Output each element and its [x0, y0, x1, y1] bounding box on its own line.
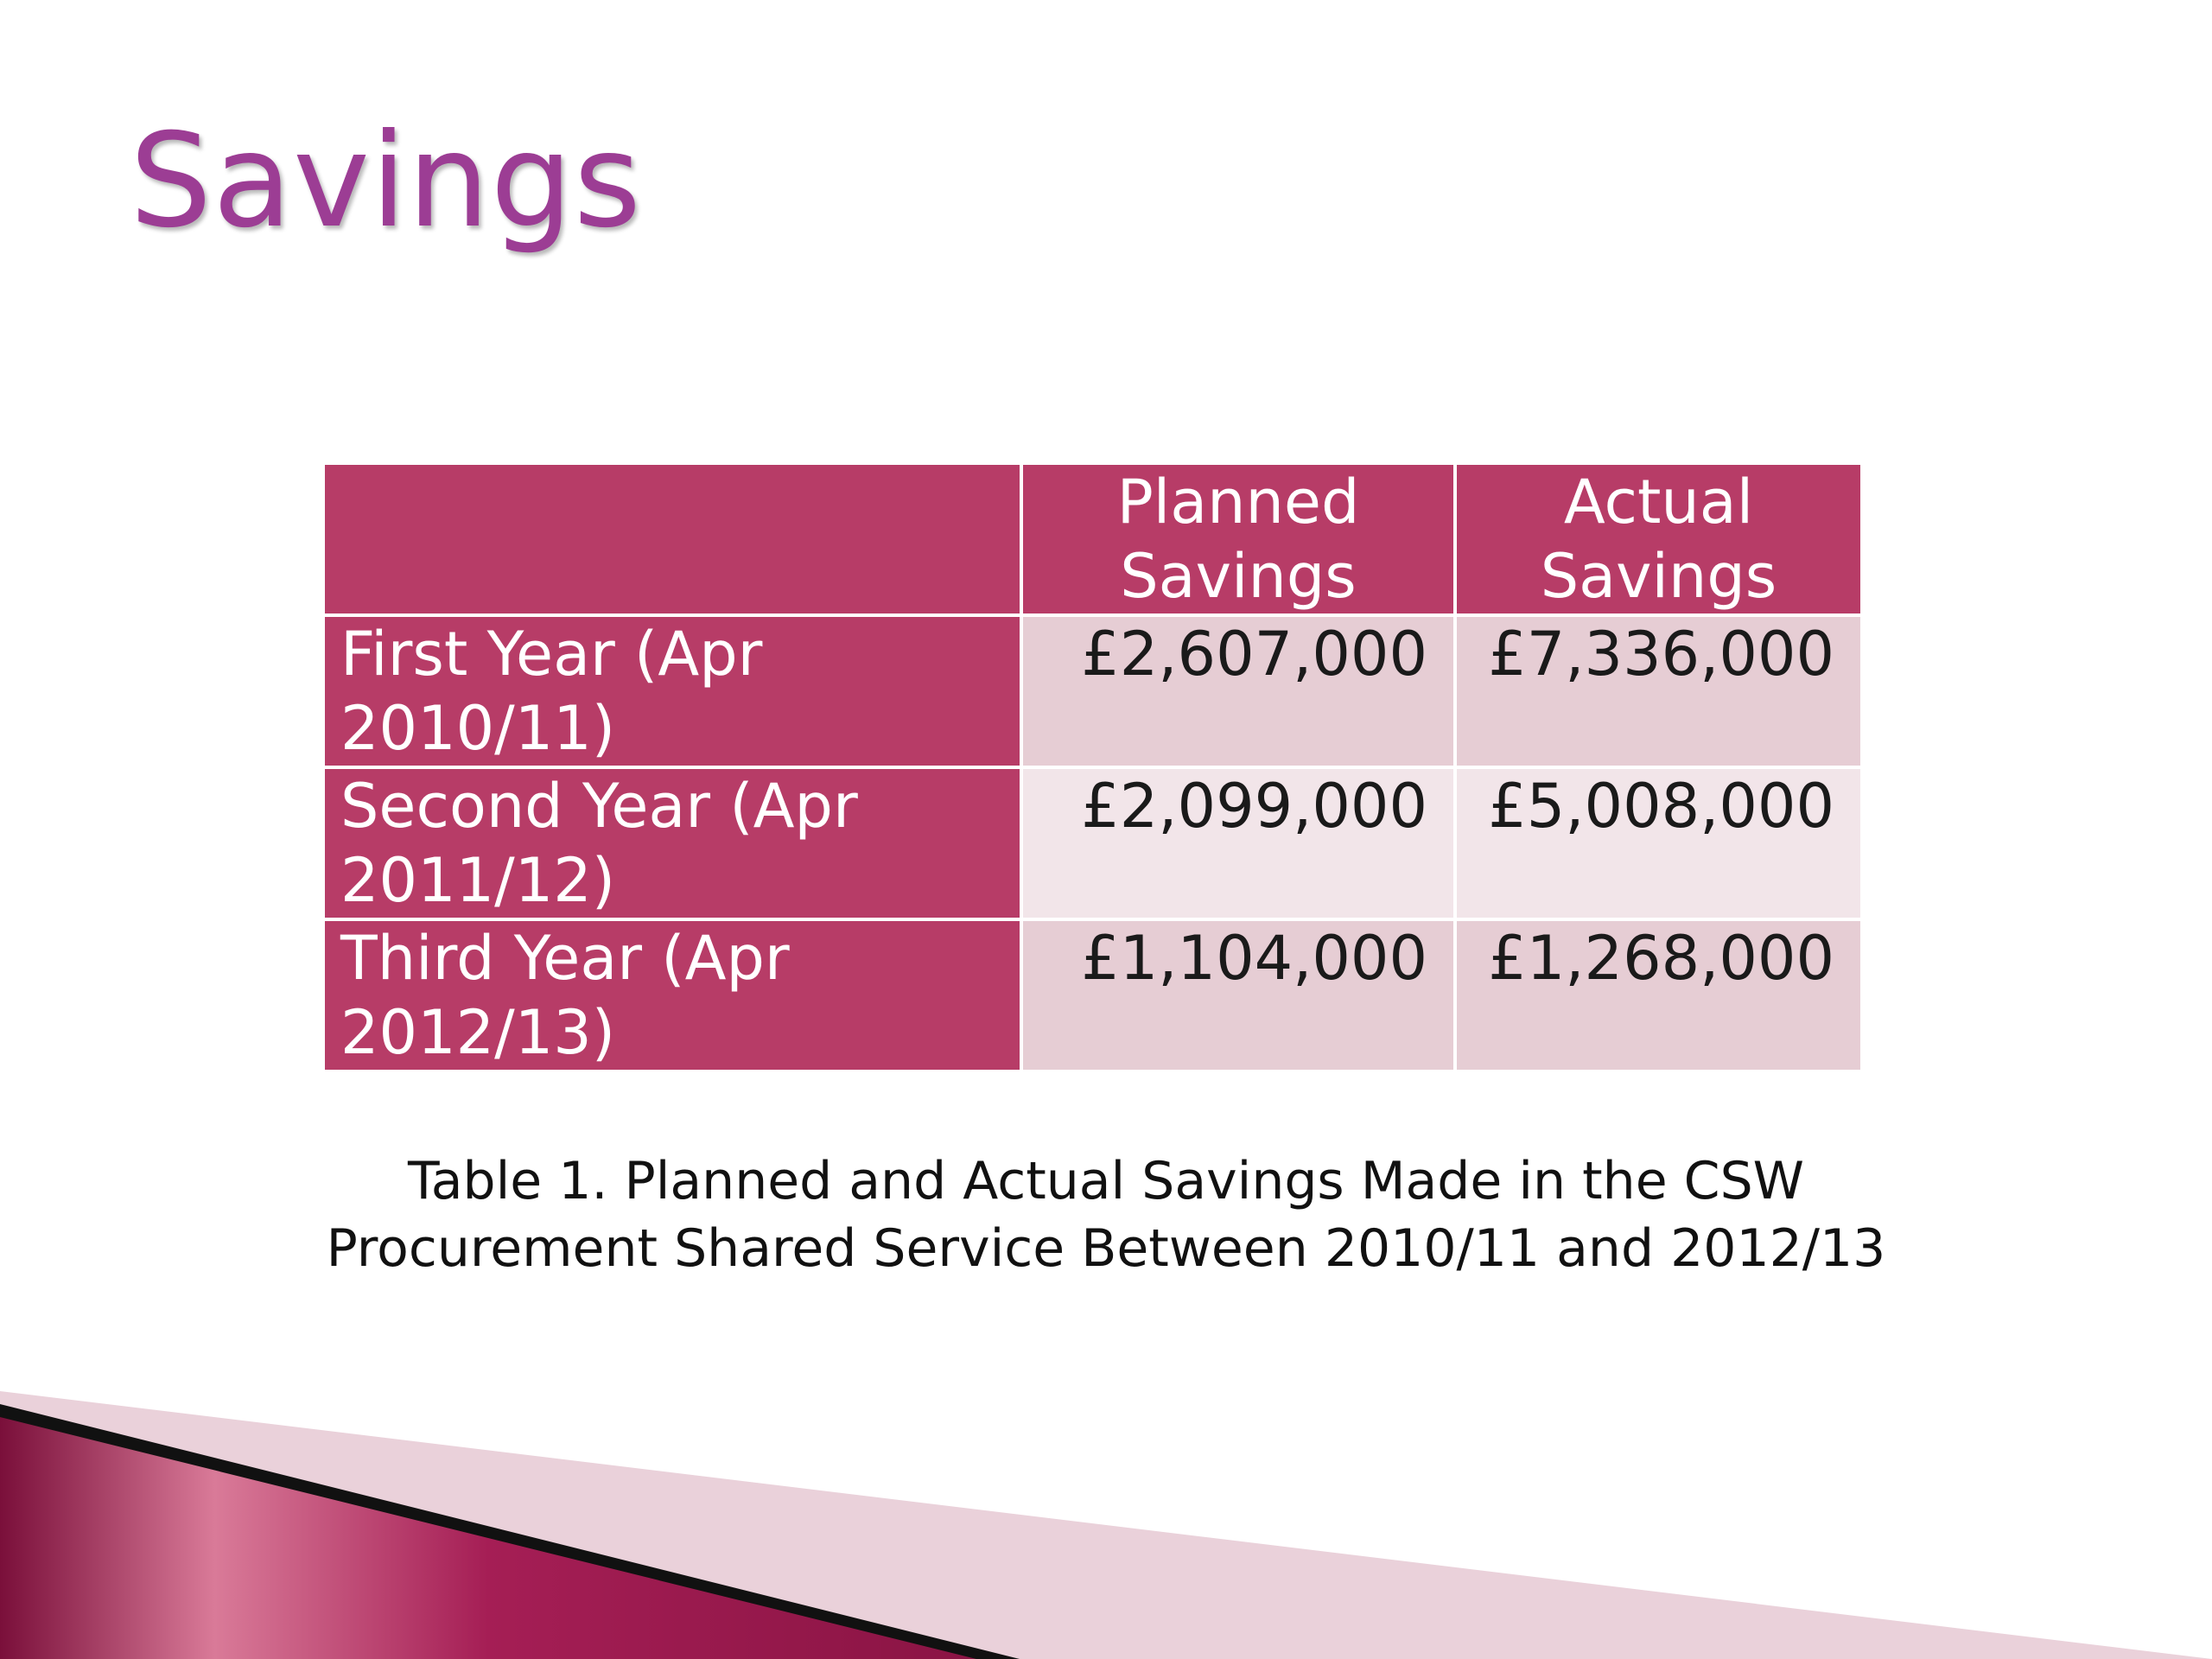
swoosh-main-band [0, 1417, 976, 1659]
caption-line-2: Procurement Shared Service Between 2010/… [326, 1218, 1886, 1279]
row-period-label: Third Year (Apr 2012/13) [325, 921, 1020, 1070]
table-caption: Table 1. Planned and Actual Savings Made… [0, 1147, 2212, 1282]
table-row: Second Year (Apr 2011/12) £2,099,000 £5,… [325, 769, 1860, 918]
table-row: Third Year (Apr 2012/13) £1,104,000 £1,2… [325, 921, 1860, 1070]
table-row: First Year (Apr 2010/11) £2,607,000 £7,3… [325, 617, 1860, 766]
actual-savings-value: £7,336,000 [1457, 617, 1860, 766]
header-actual-savings: Actual Savings [1457, 465, 1860, 613]
caption-line-1: Table 1. Planned and Actual Savings Made… [408, 1151, 1804, 1211]
planned-savings-value: £2,607,000 [1023, 617, 1453, 766]
actual-savings-value: £5,008,000 [1457, 769, 1860, 918]
header-blank-cell [325, 465, 1020, 613]
planned-savings-value: £2,099,000 [1023, 769, 1453, 918]
row-period-label: First Year (Apr 2010/11) [325, 617, 1020, 766]
planned-savings-value: £1,104,000 [1023, 921, 1453, 1070]
slide-title: Savings [130, 106, 643, 257]
table-header-row: Planned Savings Actual Savings [325, 465, 1860, 613]
actual-savings-value: £1,268,000 [1457, 921, 1860, 1070]
decorative-swoosh [0, 1391, 2212, 1659]
row-period-label: Second Year (Apr 2011/12) [325, 769, 1020, 918]
savings-table: Planned Savings Actual Savings First Yea… [321, 461, 1864, 1073]
header-planned-savings: Planned Savings [1023, 465, 1453, 613]
